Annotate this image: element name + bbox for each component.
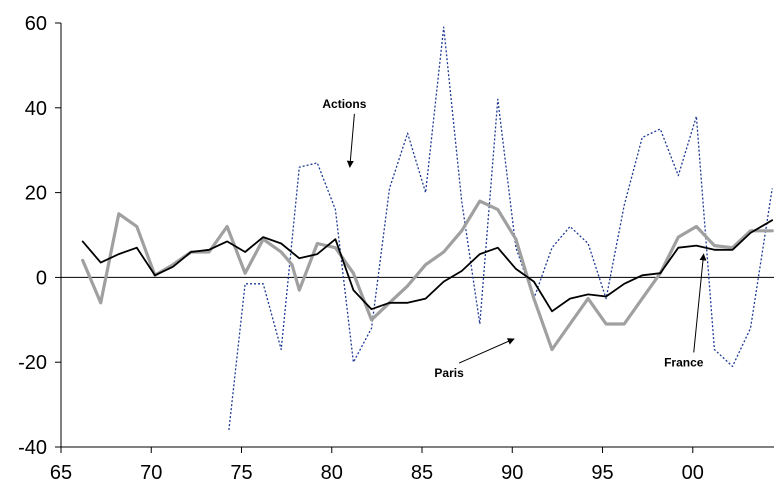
axes-layer: -40 -20 0 20 40 60 65 70 75 80 85 90 95 00: [18, 13, 774, 484]
series-actions-line: [228, 26, 773, 431]
annotation-france-label: France: [664, 355, 704, 369]
series-paris-line: [81, 199, 774, 352]
y-tick-label: 20: [25, 183, 47, 205]
x-tick-label: 00: [682, 462, 704, 484]
y-tick-label: 0: [36, 267, 47, 289]
annotation-france-arrow: [693, 253, 707, 353]
series-layer: [81, 26, 774, 431]
x-tick-label: 85: [411, 462, 433, 484]
y-tick-label: -40: [18, 437, 47, 459]
x-tick-label: 80: [321, 462, 343, 484]
annotation-paris-label: Paris: [434, 366, 464, 380]
series-france-line: [81, 219, 774, 313]
x-tick-label: 75: [230, 462, 252, 484]
annotation-layer: Actions Paris France: [322, 97, 707, 380]
y-tick-label: 40: [25, 98, 47, 120]
x-tick-label: 65: [50, 462, 72, 484]
annotation-paris-arrow: [458, 338, 515, 364]
annotation-actions-arrow: [346, 113, 355, 168]
x-tick-label: 70: [140, 462, 162, 484]
annotation-actions-label: Actions: [322, 97, 366, 111]
x-tick-label: 95: [591, 462, 613, 484]
x-tick-label: 90: [501, 462, 523, 484]
y-tick-label: -20: [18, 352, 47, 374]
y-tick-label: 60: [25, 13, 47, 35]
